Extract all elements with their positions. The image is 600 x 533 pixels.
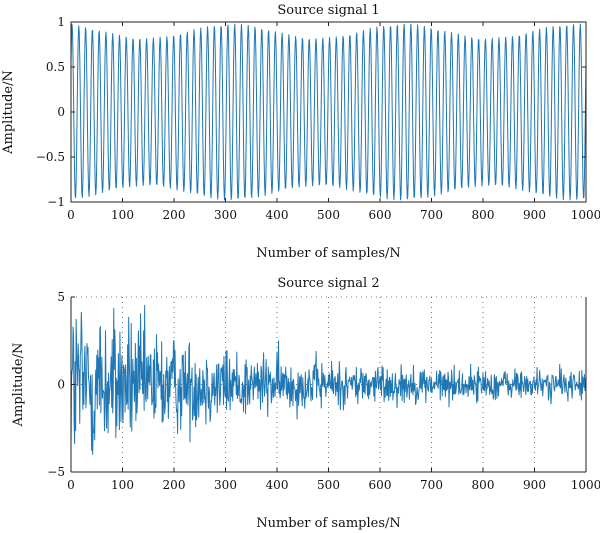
y-tick-label: −5: [47, 465, 65, 479]
x-tick-label: 600: [369, 208, 392, 222]
x-tick-label: 400: [266, 478, 289, 492]
x-tick-label: 1000: [571, 208, 600, 222]
x-tick-label: 100: [111, 478, 134, 492]
x-tick-label: 900: [523, 208, 546, 222]
x-tick-label: 600: [369, 478, 392, 492]
y-axis-label: Amplitude/N: [11, 343, 26, 428]
x-tick-label: 200: [163, 208, 186, 222]
x-tick-label: 500: [317, 478, 340, 492]
x-tick-label: 900: [523, 478, 546, 492]
x-tick-label: 0: [67, 478, 75, 492]
x-tick-label: 500: [317, 208, 340, 222]
x-tick-label: 700: [420, 478, 443, 492]
x-tick-label: 300: [214, 478, 237, 492]
chart-source-signal-2: 0 100 200 300 400 500 600 700 800 900 1000−505Sour…: [11, 276, 600, 531]
series-line: [70, 23, 587, 201]
chart-title: Source signal 2: [277, 276, 379, 291]
x-tick-label: 700: [420, 208, 443, 222]
chart-source-signal-1: 0 100 200 300 400 500 600 700 800 900 1000 −1 −0.5 0 0…: [1, 3, 600, 261]
x-tick-label: 800: [472, 208, 495, 222]
y-tick-label: 5: [57, 290, 65, 304]
x-tick-label: 200: [163, 478, 186, 492]
y-tick-label: 1: [57, 15, 65, 29]
x-tick-label: 400: [266, 208, 289, 222]
x-tick-label: 0: [67, 208, 75, 222]
y-axis-label: Amplitude/N: [1, 70, 16, 155]
x-tick-label: 300: [214, 208, 237, 222]
series-line: [70, 304, 587, 455]
y-tick-label: −1: [47, 195, 65, 209]
chart-title: Source signal 1: [277, 3, 379, 18]
x-tick-label: 1000: [571, 478, 600, 492]
y-tick-label: −0.5: [36, 150, 65, 164]
y-tick-label: 0: [57, 105, 65, 119]
x-tick-label: 800: [472, 478, 495, 492]
y-tick-label: 0.5: [46, 60, 65, 74]
x-tick-label: 100: [111, 208, 134, 222]
y-tick-label: 0: [57, 378, 65, 392]
x-axis-label: Number of samples/N: [256, 246, 401, 261]
x-axis-label: Number of samples/N: [256, 516, 401, 531]
